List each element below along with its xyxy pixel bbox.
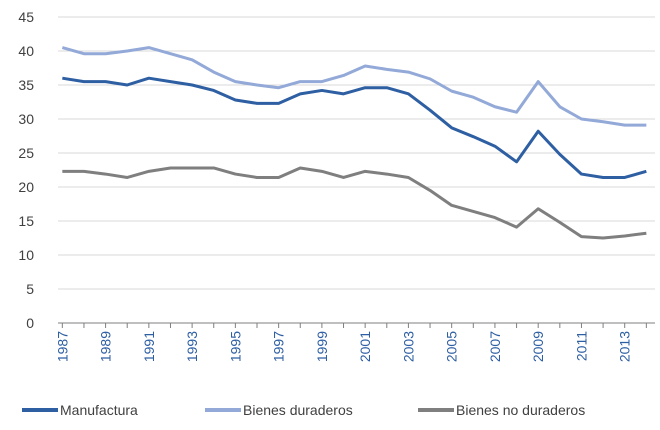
y-tick-label: 5 [26, 281, 34, 297]
x-tick-label: 1991 [141, 331, 157, 362]
series-line [62, 76, 647, 179]
y-tick-label: 20 [18, 179, 34, 195]
y-tick-label: 30 [18, 111, 34, 127]
x-tick-label: 1993 [184, 331, 200, 362]
x-tick-label: 2009 [530, 331, 546, 362]
x-tick-label: 2003 [400, 331, 416, 362]
series-line [61, 46, 647, 127]
x-tick-label: 1987 [54, 331, 70, 362]
x-tick-label: 2011 [573, 331, 589, 361]
x-tick-label: 2013 [617, 331, 633, 362]
legend-label: Manufactura [60, 402, 138, 418]
x-tick-label: 1989 [98, 331, 114, 362]
y-tick-label: 0 [26, 315, 34, 331]
y-tick-label: 35 [18, 77, 34, 93]
series-line [62, 166, 647, 240]
x-tick-label: 2005 [444, 331, 460, 362]
y-tick-label: 40 [18, 43, 34, 59]
x-tick-label: 1999 [314, 331, 330, 362]
x-tick-label: 1997 [271, 331, 287, 362]
y-tick-label: 10 [18, 247, 34, 263]
y-tick-label: 45 [18, 9, 34, 25]
legend-label: Bienes duraderos [243, 402, 353, 418]
y-tick-label: 25 [18, 145, 34, 161]
x-tick-label: 2007 [487, 331, 503, 362]
y-tick-label: 15 [18, 213, 34, 229]
x-tick-label: 1995 [227, 331, 243, 362]
legend-label: Bienes no duraderos [456, 402, 585, 418]
x-tick-label: 2001 [357, 331, 373, 362]
